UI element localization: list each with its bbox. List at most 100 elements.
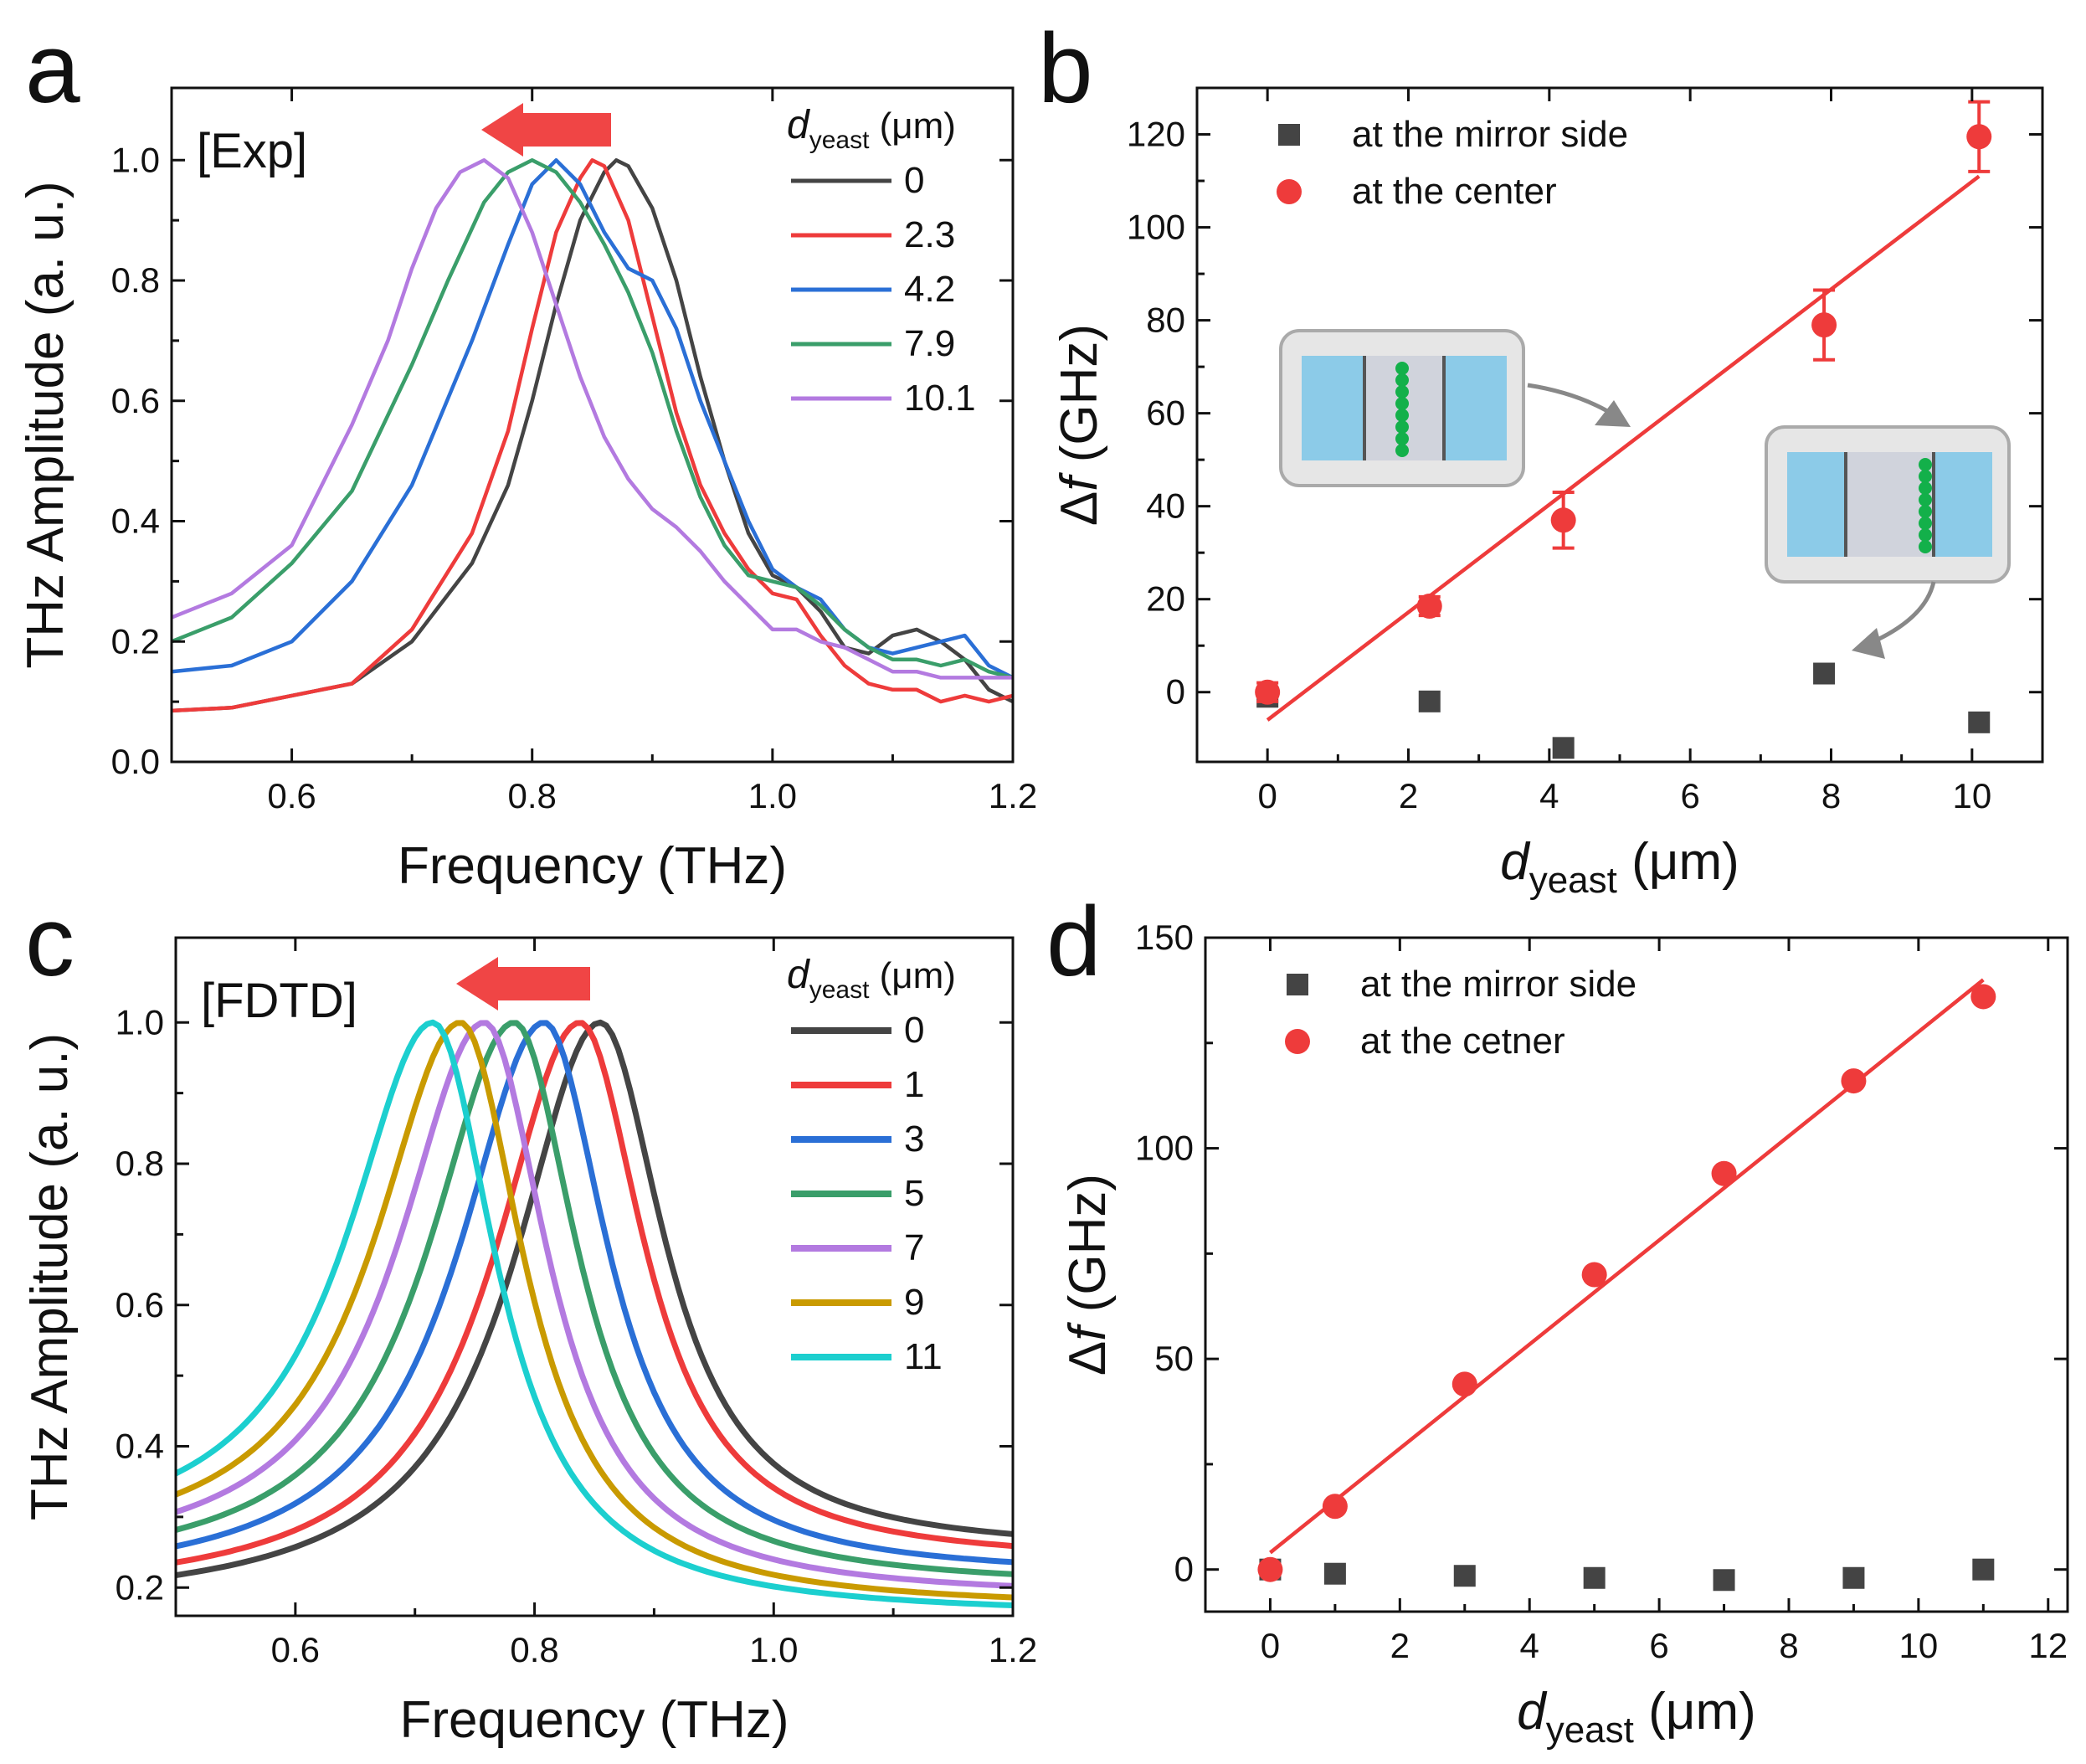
plot-frame-a: [170, 86, 1015, 764]
series-line-7: [176, 1020, 1013, 1589]
series-line-1: [176, 1020, 1013, 1566]
x-tick-label: 10: [1952, 776, 1991, 815]
legend-label: at the cetner: [1360, 1021, 1565, 1062]
x-tick-label: 6: [1649, 1626, 1668, 1665]
yeast-cell-icon: [1395, 373, 1409, 387]
marker-mirror-side: [1972, 1558, 1995, 1581]
marker-mirror-side: [1968, 711, 1991, 733]
yeast-cell-icon: [1395, 362, 1409, 375]
yeast-cell-icon: [1919, 458, 1932, 471]
series-line-2.3: [172, 158, 1013, 713]
y-tick-label: 0.0: [111, 742, 160, 781]
marker-center: [1550, 507, 1576, 533]
y-tick-label: 100: [1127, 208, 1185, 247]
legend-label-3: 3: [904, 1119, 924, 1160]
y-tick-label: 1.0: [111, 140, 160, 179]
marker-mirror-side: [1323, 1562, 1346, 1585]
x-tick-label: 1.2: [989, 776, 1037, 815]
y-tick-label: 0.2: [111, 621, 160, 661]
x-title-unit: (μm): [1617, 833, 1739, 891]
legend-label-11: 11: [904, 1336, 943, 1377]
marker-mirror-side: [1552, 737, 1575, 759]
x-tick-label: 4: [1539, 776, 1559, 815]
x-tick-label: 6: [1680, 776, 1699, 815]
yeast-cell-icon: [1395, 385, 1409, 399]
legend-title: dyeast (μm): [787, 953, 956, 1004]
y-title-unit: (GHz): [1051, 324, 1108, 477]
legend-label-1: 1: [904, 1064, 924, 1105]
x-tick-label: 12: [2028, 1626, 2068, 1665]
series-line-0: [176, 1019, 1013, 1578]
legend-title: dyeast (μm): [787, 103, 956, 154]
legend-label-4.2: 4.2: [904, 269, 955, 310]
x-tick-label: 2: [1390, 1626, 1410, 1665]
panel-letter-d: d: [1046, 887, 1102, 997]
marker-center: [1581, 1262, 1607, 1288]
legend-label: at the mirror side: [1352, 114, 1628, 155]
y-tick-label: 0.4: [111, 501, 160, 541]
marker-center: [1841, 1068, 1867, 1094]
legend-marker-square: [1278, 124, 1300, 146]
y-title-prefix: Δ: [1059, 1341, 1117, 1376]
yeast-cell-icon: [1395, 397, 1409, 410]
y-axis-title: THz Amplitude (a. u.): [17, 181, 74, 668]
x-tick-label: 0.8: [508, 776, 557, 815]
x-title-sub: yeast: [1546, 1710, 1634, 1751]
legend-label-7: 7: [904, 1227, 924, 1268]
legend-title-var: d: [787, 103, 810, 147]
x-title-var: d: [1500, 833, 1531, 891]
yeast-cell-icon: [1919, 540, 1932, 553]
yeast-cell-icon: [1919, 470, 1932, 483]
y-title-prefix: Δ: [1051, 491, 1108, 526]
x-tick-label: 0.8: [510, 1630, 558, 1669]
legend-marker-square: [1287, 974, 1308, 995]
marker-mirror-side: [1813, 662, 1836, 685]
marker-mirror-side: [1842, 1566, 1865, 1589]
yeast-cell-icon: [1395, 444, 1409, 457]
panel-letter-c: c: [25, 887, 74, 997]
yeast-cell-icon: [1395, 409, 1409, 422]
yeast-cell-icon: [1919, 528, 1932, 542]
y-title-unit: (GHz): [1059, 1174, 1117, 1327]
series-line-5: [176, 1020, 1013, 1577]
pointer-arrow-icon: [1595, 400, 1631, 427]
yeast-cell-icon: [1395, 432, 1409, 445]
x-axis-title: Frequency (THz): [399, 1691, 789, 1749]
marker-center: [1255, 679, 1281, 705]
plot-frame-d: [1204, 936, 2069, 1613]
pointer-arrow-icon: [1852, 628, 1885, 659]
y-tick-label: 100: [1135, 1129, 1194, 1168]
x-tick-label: 1.2: [989, 1630, 1037, 1669]
marker-center: [1966, 124, 1992, 150]
yeast-cell-icon: [1919, 517, 1932, 530]
panel-tag-a: [Exp]: [197, 124, 307, 178]
marker-mirror-side: [1713, 1569, 1735, 1592]
inset-mirror: [1765, 425, 2011, 584]
series-line-11: [176, 1019, 1013, 1608]
legend-marker-circle: [1277, 179, 1302, 204]
legend-label-7.9: 7.9: [904, 323, 955, 364]
legend-title-unit: (μm): [869, 955, 956, 996]
marker-center: [1711, 1160, 1737, 1186]
panel-letter-b: b: [1038, 13, 1093, 124]
yeast-cell-icon: [1919, 505, 1932, 518]
legend-label-5: 5: [904, 1173, 924, 1214]
yeast-cell-icon: [1395, 420, 1409, 434]
x-tick-label: 0.6: [271, 1630, 320, 1669]
y-tick-label: 0.6: [116, 1285, 164, 1324]
y-tick-label: 50: [1154, 1339, 1194, 1378]
y-axis-title: THz Amplitude (a. u.): [21, 1033, 79, 1520]
redshift-arrow-icon: [456, 957, 590, 1011]
y-axis-title: Δf (GHz): [1059, 1174, 1117, 1376]
legend-marker-circle: [1285, 1029, 1310, 1054]
fit-line: [1269, 978, 1985, 1555]
y-tick-label: 60: [1146, 393, 1185, 433]
plot-frame-c: [174, 936, 1015, 1617]
y-tick-label: 0: [1166, 672, 1185, 712]
series-line-4.2: [172, 158, 1013, 680]
y-tick-label: 150: [1135, 918, 1194, 957]
redshift-arrow-icon: [481, 103, 611, 157]
legend-title-sub: yeast: [809, 976, 870, 1004]
yeast-cell-icon: [1919, 481, 1932, 495]
